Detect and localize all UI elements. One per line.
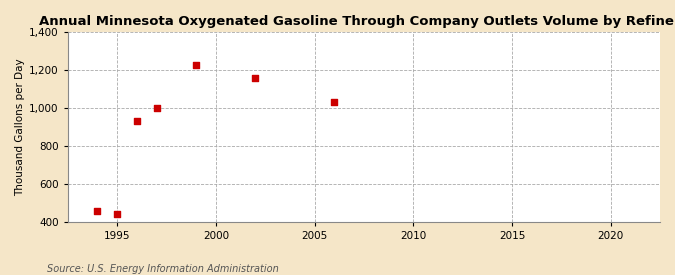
Y-axis label: Thousand Gallons per Day: Thousand Gallons per Day: [15, 58, 25, 196]
Point: [92, 209, 103, 213]
Title: Annual Minnesota Oxygenated Gasoline Through Company Outlets Volume by Refiners: Annual Minnesota Oxygenated Gasoline Thr…: [39, 15, 675, 28]
Point: [132, 119, 142, 123]
Point: [151, 106, 162, 110]
Point: [112, 212, 123, 216]
Point: [191, 63, 202, 67]
Point: [329, 100, 340, 104]
Point: [250, 76, 261, 81]
Text: Source: U.S. Energy Information Administration: Source: U.S. Energy Information Administ…: [47, 264, 279, 274]
